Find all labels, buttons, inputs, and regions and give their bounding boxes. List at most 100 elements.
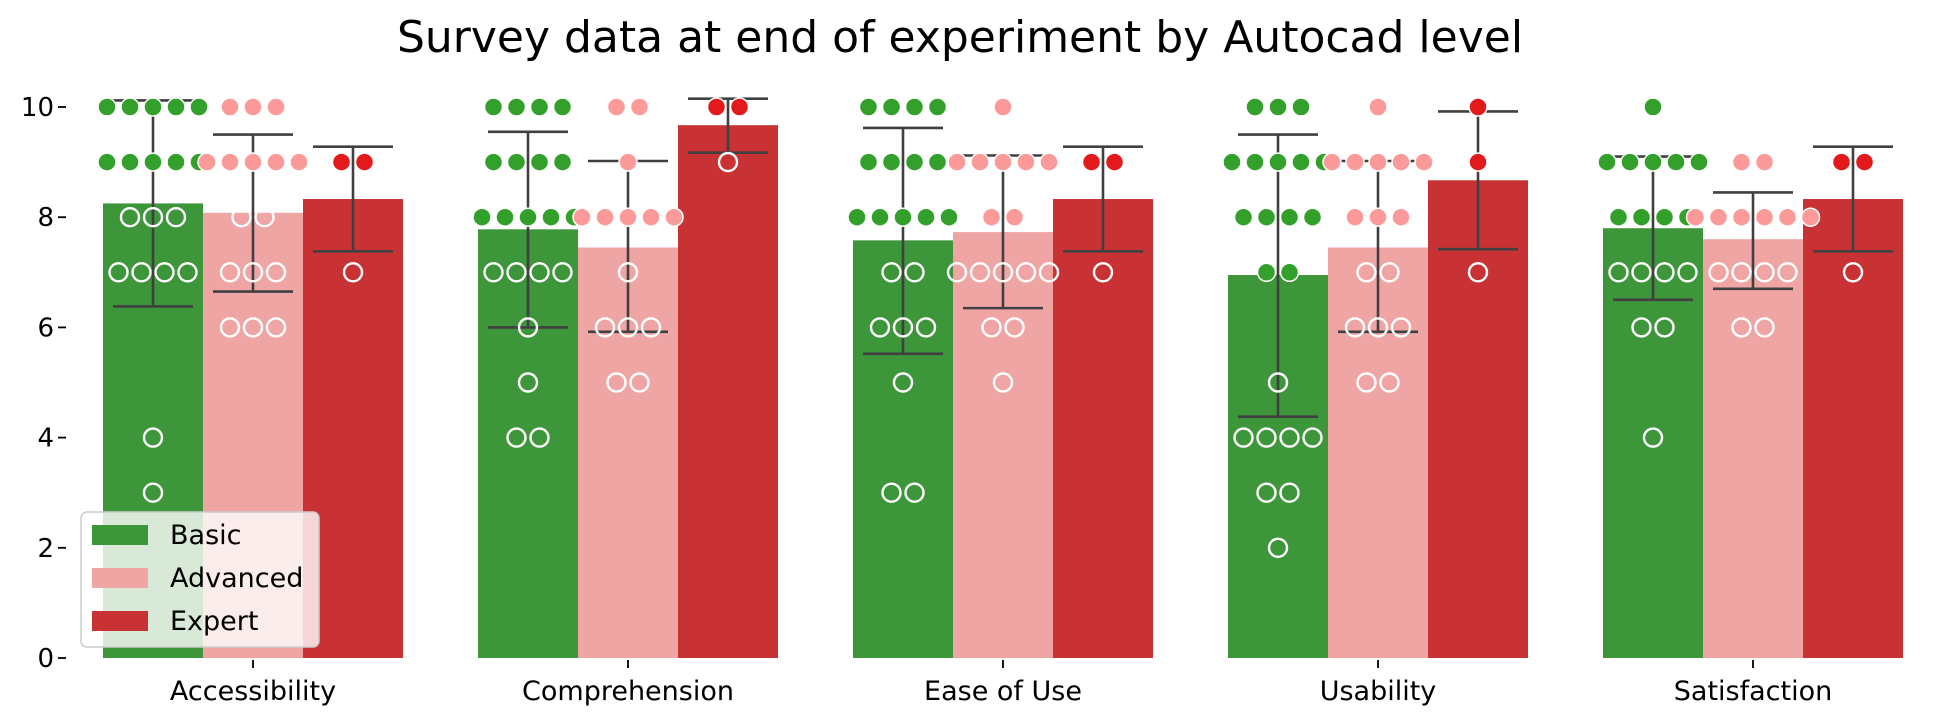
swarm-point	[1268, 152, 1288, 172]
swarm-point	[495, 207, 515, 227]
swarm-point	[947, 152, 967, 172]
swarm-point	[606, 97, 627, 117]
swarm-point	[552, 262, 573, 283]
swarm-point	[629, 372, 650, 393]
swarm-point	[483, 152, 504, 172]
swarm-point	[1279, 482, 1300, 503]
swarm-point	[939, 207, 959, 227]
swarm-point	[1467, 262, 1489, 283]
swarm-point	[1631, 207, 1652, 227]
x-tick-label: Accessibility	[170, 676, 336, 707]
swarm-point	[606, 372, 627, 393]
y-tick-label: 6	[37, 313, 54, 343]
swarm-point	[289, 152, 309, 172]
swarm-point	[927, 97, 948, 117]
swarm-point	[1368, 207, 1388, 227]
swarm-point	[1322, 152, 1342, 172]
bar-expert-3	[1428, 180, 1528, 658]
swarm-point	[981, 317, 1002, 338]
swarm-point	[142, 427, 164, 448]
swarm-point	[595, 207, 615, 227]
swarm-point	[552, 97, 573, 117]
swarm-point	[858, 152, 879, 172]
swarm-point	[1654, 262, 1675, 283]
swarm-point	[120, 97, 140, 117]
swarm-point	[1854, 152, 1875, 172]
swarm-point	[1800, 207, 1821, 227]
legend: Basic Advanced Expert	[80, 511, 320, 648]
swarm-point	[1245, 97, 1265, 117]
swarm-point	[1344, 317, 1366, 338]
swarm-point	[618, 207, 638, 227]
swarm-point	[472, 207, 492, 227]
swarm-point	[1279, 262, 1300, 283]
swarm-point	[265, 317, 287, 338]
swarm-point	[342, 262, 364, 283]
swarm-point	[1092, 262, 1114, 283]
swarm-point	[893, 207, 913, 227]
swarm-point	[242, 317, 264, 338]
swarm-point	[1279, 427, 1300, 448]
swarm-point	[594, 317, 616, 338]
swarm-point	[892, 372, 914, 393]
swarm-point	[254, 206, 275, 228]
x-tick-label: Satisfaction	[1674, 676, 1832, 707]
swarm-point	[1754, 152, 1775, 172]
swarm-point	[1268, 97, 1288, 117]
legend-label: Advanced	[170, 563, 303, 594]
swarm-point	[529, 97, 550, 117]
swarm-point	[993, 152, 1013, 172]
swarm-point	[1038, 262, 1060, 283]
swarm-point	[1016, 152, 1036, 172]
y-tick-label: 8	[37, 203, 54, 233]
swarm-point	[1689, 152, 1709, 172]
swarm-point	[1233, 427, 1254, 448]
swarm-point	[1368, 152, 1388, 172]
swarm-point	[1345, 207, 1365, 227]
swarm-point	[927, 152, 948, 172]
swarm-point	[640, 317, 662, 338]
y-axis: 0 2 4 6 8 10	[21, 93, 66, 674]
bar-advanced-4	[1703, 239, 1803, 659]
swarm-point	[717, 151, 739, 173]
swarm-point	[1291, 152, 1311, 172]
swarm-point	[143, 97, 163, 117]
swarm-point	[618, 152, 638, 172]
swarm-point	[992, 372, 1014, 393]
swarm-point	[617, 317, 639, 338]
swarm-point	[1643, 152, 1663, 172]
swarm-point	[617, 262, 639, 283]
swarm-point	[1302, 207, 1323, 227]
swarm-point	[1367, 317, 1389, 338]
legend-swatch	[92, 611, 148, 631]
swarm-point	[131, 262, 152, 283]
swarm-point	[881, 97, 902, 117]
swarm-point	[1608, 262, 1629, 283]
swarm-point	[529, 152, 550, 172]
swarm-point	[518, 207, 538, 227]
swarm-point	[243, 97, 263, 117]
swarm-point	[1666, 152, 1686, 172]
swarm-point	[1233, 207, 1254, 227]
legend-label: Expert	[170, 606, 258, 637]
swarm-point	[981, 207, 1002, 227]
swarm-point	[265, 262, 287, 283]
swarm-point	[915, 317, 937, 338]
swarm-point	[1302, 427, 1323, 448]
swarm-point	[1245, 152, 1265, 172]
swarm-point	[552, 152, 573, 172]
bar-expert-4	[1803, 199, 1903, 658]
swarm-point	[847, 207, 867, 227]
swarm-point	[108, 262, 129, 283]
swarm-point	[1620, 152, 1640, 172]
swarm-point	[97, 152, 117, 172]
swarm-point	[154, 262, 175, 283]
swarm-point	[1356, 372, 1377, 393]
swarm-point	[142, 482, 164, 503]
swarm-point	[1039, 152, 1059, 172]
bar-expert-2	[1053, 199, 1153, 658]
swarm-point	[1654, 207, 1675, 227]
swarm-point	[1379, 372, 1400, 393]
swarm-point	[541, 207, 561, 227]
swarm-point	[1842, 262, 1864, 283]
